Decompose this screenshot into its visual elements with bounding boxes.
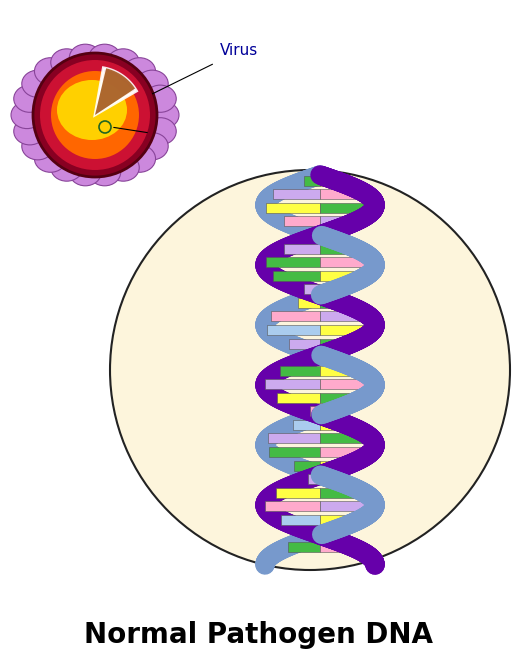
Bar <box>320 325 373 335</box>
Bar <box>265 501 320 512</box>
Bar <box>320 176 336 186</box>
Ellipse shape <box>35 145 67 172</box>
Bar <box>289 339 320 348</box>
Bar <box>320 271 366 281</box>
Bar <box>269 447 320 457</box>
Bar <box>320 352 326 362</box>
Ellipse shape <box>123 145 155 172</box>
Ellipse shape <box>69 159 101 186</box>
Ellipse shape <box>144 85 176 112</box>
Circle shape <box>33 53 157 177</box>
Bar <box>320 420 347 430</box>
Bar <box>270 311 320 322</box>
Ellipse shape <box>136 133 168 160</box>
Bar <box>320 284 336 294</box>
Bar <box>293 420 320 430</box>
Bar <box>280 365 320 376</box>
Ellipse shape <box>144 118 176 145</box>
Bar <box>320 501 375 512</box>
Bar <box>266 203 320 213</box>
Circle shape <box>40 60 150 170</box>
Polygon shape <box>95 67 137 115</box>
Bar <box>320 529 325 538</box>
Ellipse shape <box>22 70 54 98</box>
Bar <box>320 434 372 443</box>
Bar <box>320 203 375 213</box>
Ellipse shape <box>89 159 121 186</box>
Bar <box>315 529 320 538</box>
Bar <box>277 393 320 403</box>
Bar <box>320 189 366 199</box>
Ellipse shape <box>51 49 83 76</box>
Bar <box>266 257 320 267</box>
Bar <box>284 216 320 227</box>
Bar <box>320 406 330 417</box>
Bar <box>320 244 356 253</box>
Ellipse shape <box>35 58 67 85</box>
Bar <box>308 474 320 484</box>
Bar <box>320 257 375 267</box>
Ellipse shape <box>57 80 127 140</box>
Bar <box>320 460 346 470</box>
Bar <box>320 447 372 457</box>
Circle shape <box>51 71 139 159</box>
Ellipse shape <box>14 85 46 112</box>
Bar <box>267 325 320 335</box>
Bar <box>320 311 369 322</box>
Polygon shape <box>95 68 135 115</box>
Ellipse shape <box>147 102 179 128</box>
Bar <box>265 379 320 389</box>
Ellipse shape <box>69 44 101 71</box>
Bar <box>273 189 320 199</box>
Ellipse shape <box>22 133 54 160</box>
Ellipse shape <box>136 70 168 98</box>
Bar <box>288 542 320 552</box>
Bar <box>268 434 320 443</box>
Bar <box>298 298 320 308</box>
Ellipse shape <box>11 102 43 128</box>
Bar <box>310 406 320 417</box>
Bar <box>320 488 364 498</box>
Bar <box>320 339 351 348</box>
Bar <box>320 515 359 525</box>
Text: Normal Pathogen DNA: Normal Pathogen DNA <box>84 621 432 649</box>
Circle shape <box>110 170 510 570</box>
Bar <box>314 352 320 362</box>
Bar <box>320 365 360 376</box>
Bar <box>320 379 375 389</box>
Text: Virus: Virus <box>220 43 258 58</box>
Ellipse shape <box>107 49 139 76</box>
Bar <box>304 284 320 294</box>
Bar <box>276 488 320 498</box>
Bar <box>320 542 352 552</box>
Ellipse shape <box>107 154 139 181</box>
Bar <box>320 393 363 403</box>
Bar <box>320 298 342 308</box>
Bar <box>281 515 320 525</box>
Bar <box>320 474 332 484</box>
Ellipse shape <box>89 44 121 71</box>
Ellipse shape <box>123 58 155 85</box>
Bar <box>320 216 356 227</box>
Bar <box>284 244 320 253</box>
Bar <box>273 271 320 281</box>
Ellipse shape <box>51 154 83 181</box>
Ellipse shape <box>14 118 46 145</box>
Bar <box>294 460 320 470</box>
Bar <box>304 176 320 186</box>
